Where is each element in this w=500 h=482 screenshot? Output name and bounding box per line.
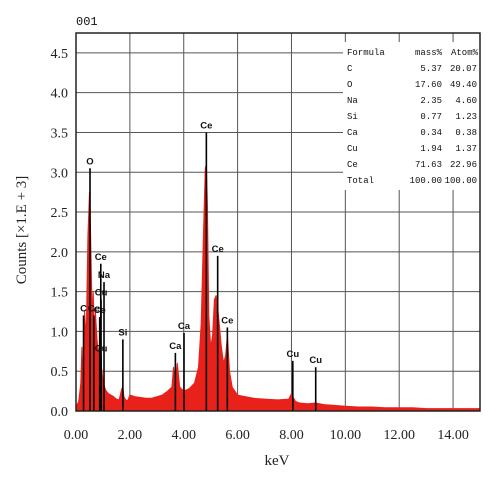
- x-tick-label: 8.00: [279, 428, 304, 443]
- x-tick-label: 10.00: [330, 428, 362, 443]
- table-cell: Si: [347, 112, 358, 122]
- peak-marker-label: Ca: [178, 321, 191, 332]
- spectrum-id-label: 001: [76, 15, 98, 29]
- peak-marker: Cu: [286, 349, 299, 411]
- table-cell: 20.07: [450, 64, 477, 74]
- table-cell: Cu: [347, 144, 358, 154]
- table-cell: O: [347, 80, 352, 90]
- plot-frame: [75, 32, 481, 412]
- peak-marker: Si: [118, 327, 127, 411]
- y-tick-label: 1.0: [51, 325, 69, 340]
- table-header-cell: Atom%: [451, 48, 479, 58]
- peak-marker-label: Cu: [286, 349, 299, 360]
- peak-marker-label: Ce: [200, 120, 212, 131]
- peak-marker: Na: [98, 270, 111, 411]
- peak-marker-label: Ca: [169, 341, 182, 352]
- table-cell: 0.38: [455, 128, 477, 138]
- table-header-cell: mass%: [415, 48, 443, 58]
- table-cell: 1.37: [455, 144, 477, 154]
- y-axis-title: Counts [×1.E + 3]: [14, 176, 30, 285]
- peak-marker-label: Ce: [221, 315, 233, 326]
- table-cell: 71.63: [415, 160, 442, 170]
- peak-marker-label: Si: [118, 327, 127, 338]
- composition-table: Formula mass% Atom% C 5.37 20.07 O 17.60 49.40 Na…: [343, 42, 480, 190]
- y-tick-label: 4.5: [51, 47, 69, 62]
- table-cell: 1.94: [420, 144, 442, 154]
- table-cell: 49.40: [450, 80, 477, 90]
- table-cell: 5.37: [420, 64, 442, 74]
- y-tick-label: 3.5: [51, 126, 69, 141]
- peak-marker: O: [86, 156, 94, 411]
- peak-marker-label: Ce: [94, 305, 106, 316]
- y-tick-label: 2.5: [51, 206, 69, 221]
- y-tick-label: 3.0: [51, 166, 69, 181]
- peak-marker-label: Ce: [95, 252, 107, 263]
- table-cell: Ce: [347, 160, 358, 170]
- peak-marker-label: Cu: [309, 355, 322, 366]
- table-cell: 1.23: [455, 112, 477, 122]
- x-axis-title: keV: [265, 453, 290, 469]
- peak-marker: C: [80, 304, 87, 411]
- x-tick-label: 2.00: [118, 428, 143, 443]
- peak-marker: Ce: [94, 305, 106, 411]
- peak-marker: Ce: [88, 304, 100, 411]
- y-tick-label: 4.0: [51, 87, 69, 102]
- y-tick-label: 0.5: [51, 365, 69, 380]
- table-cell: Total: [347, 176, 374, 186]
- peak-marker: Ce: [212, 244, 224, 411]
- y-tick-label: 2.0: [51, 246, 69, 261]
- table-cell: 22.96: [450, 160, 477, 170]
- table-cell: 100.00: [445, 176, 477, 186]
- x-tick-label: 14.00: [437, 428, 469, 443]
- table-cell: Na: [347, 96, 358, 106]
- table-cell: Ca: [347, 128, 358, 138]
- peak-marker-label: Na: [98, 270, 111, 281]
- peak-marker-label: Ce: [212, 244, 224, 255]
- x-tick-label: 4.00: [171, 428, 196, 443]
- peak-marker-label: C: [80, 304, 87, 315]
- table-cell: 100.00: [410, 176, 442, 186]
- table-cell: 2.35: [420, 96, 442, 106]
- peak-marker: Cu: [309, 355, 322, 411]
- peak-marker-label: Ce: [88, 304, 100, 315]
- table-cell: C: [347, 64, 353, 74]
- y-tick-label: 1.5: [51, 286, 69, 301]
- table-cell: 4.60: [455, 96, 477, 106]
- x-tick-label: 6.00: [225, 428, 250, 443]
- plot-area: 0.0 0.5 1.0 1.5 2.0 2.5 3.0 3.5 4.0 4.5 0.00 2.00 4.…: [51, 32, 481, 443]
- peak-marker: Cu: [95, 343, 108, 411]
- peak-marker: Ce: [221, 315, 233, 411]
- peak-marker-label: O: [86, 156, 93, 167]
- peak-marker: Ca: [169, 341, 182, 411]
- table-cell: 17.60: [415, 80, 442, 90]
- table-cell: 0.34: [420, 128, 442, 138]
- peak-marker-label: Cu: [95, 343, 108, 354]
- table-cell: 0.77: [420, 112, 442, 122]
- peak-marker-label: Cu: [95, 288, 108, 299]
- peak-marker: Ce: [200, 120, 212, 411]
- x-tick-label: 0.00: [64, 428, 89, 443]
- table-header-cell: Formula: [347, 48, 385, 58]
- composition-table-background: [343, 42, 480, 190]
- y-tick-label: 0.0: [51, 405, 69, 420]
- peak-marker: Ca: [178, 321, 191, 411]
- x-tick-label: 12.00: [383, 428, 415, 443]
